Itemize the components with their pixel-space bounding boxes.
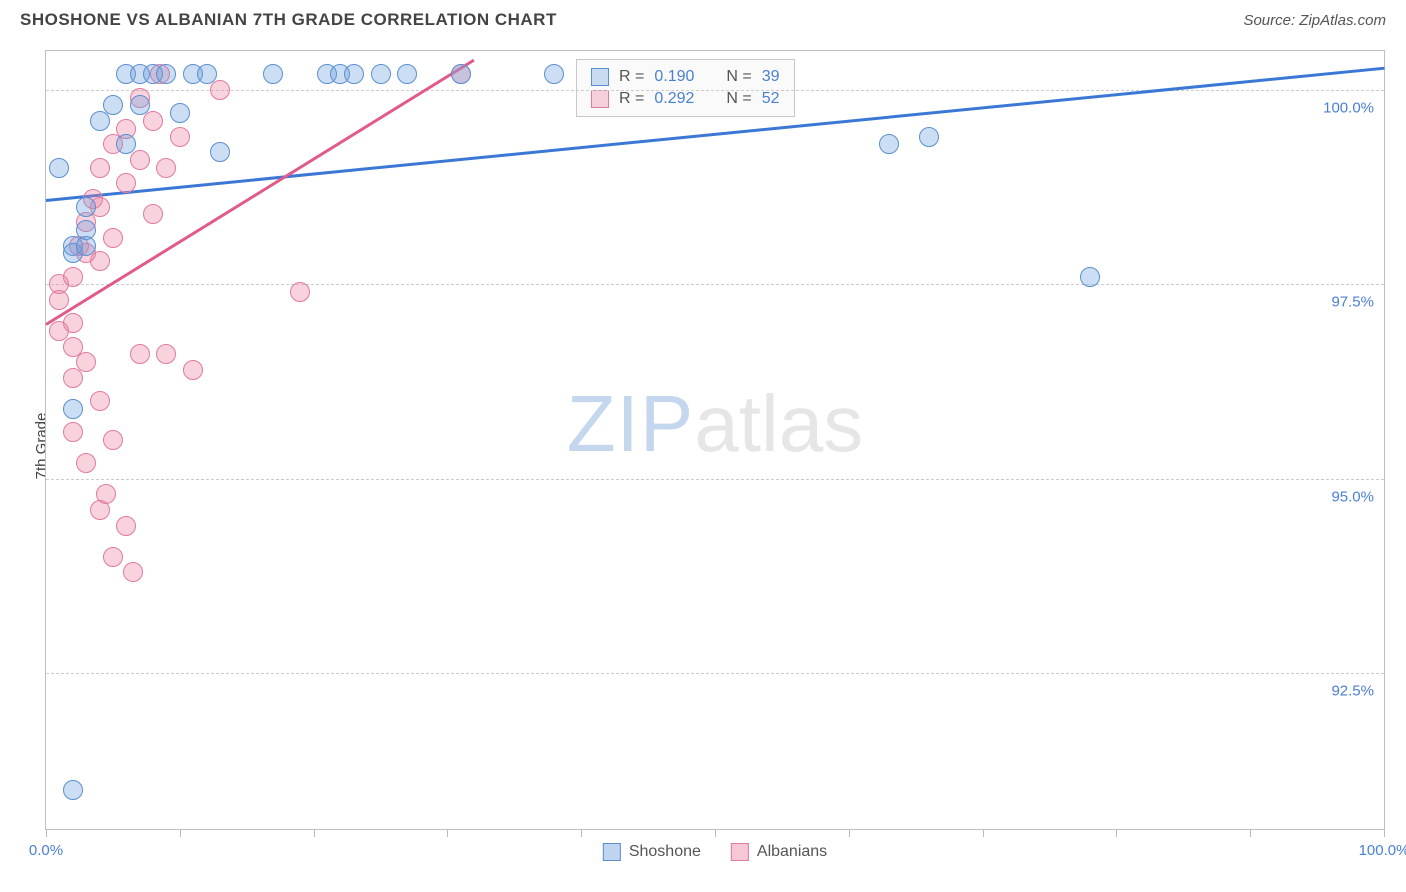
xtick: [983, 829, 984, 837]
ytick-label: 95.0%: [1331, 488, 1374, 505]
gridline: [46, 284, 1384, 285]
gridline: [46, 90, 1384, 91]
source-label: Source: ZipAtlas.com: [1243, 12, 1386, 29]
data-point-albanians: [123, 562, 143, 582]
data-point-shoshone: [130, 95, 150, 115]
legend-swatch-shoshone: [603, 843, 621, 861]
data-point-shoshone: [90, 111, 110, 131]
xtick: [715, 829, 716, 837]
data-point-shoshone: [451, 64, 471, 84]
n-value-albanians: 52: [762, 90, 780, 108]
r-value-shoshone: 0.190: [654, 68, 694, 86]
data-point-albanians: [116, 173, 136, 193]
gridline: [46, 479, 1384, 480]
gridline: [46, 673, 1384, 674]
xtick: [849, 829, 850, 837]
chart-title: SHOSHONE VS ALBANIAN 7TH GRADE CORRELATI…: [20, 10, 557, 30]
data-point-albanians: [63, 368, 83, 388]
data-point-albanians: [103, 228, 123, 248]
data-point-albanians: [63, 422, 83, 442]
data-point-albanians: [103, 547, 123, 567]
data-point-shoshone: [116, 134, 136, 154]
data-point-albanians: [143, 204, 163, 224]
data-point-albanians: [49, 290, 69, 310]
data-point-albanians: [116, 516, 136, 536]
n-label: N =: [726, 68, 751, 86]
watermark-part2: atlas: [694, 379, 863, 468]
legend-label-albanians: Albanians: [757, 843, 827, 861]
data-point-shoshone: [63, 780, 83, 800]
data-point-albanians: [143, 111, 163, 131]
data-point-shoshone: [397, 64, 417, 84]
data-point-shoshone: [156, 64, 176, 84]
data-point-albanians: [90, 391, 110, 411]
ytick-label: 97.5%: [1331, 294, 1374, 311]
stats-row-albanians: R = 0.292 N = 52: [591, 88, 780, 110]
data-point-shoshone: [197, 64, 217, 84]
data-point-shoshone: [344, 64, 364, 84]
bottom-legend: Shoshone Albanians: [603, 843, 827, 861]
stats-row-shoshone: R = 0.190 N = 39: [591, 66, 780, 88]
data-point-shoshone: [63, 399, 83, 419]
data-point-shoshone: [49, 158, 69, 178]
ytick-label: 92.5%: [1331, 683, 1374, 700]
xtick: [46, 829, 47, 837]
xtick: [447, 829, 448, 837]
xtick: [1384, 829, 1385, 837]
xtick-label-min: 0.0%: [29, 842, 63, 859]
data-point-shoshone: [1080, 267, 1100, 287]
swatch-albanians: [591, 90, 609, 108]
xtick: [314, 829, 315, 837]
r-value-albanians: 0.292: [654, 90, 694, 108]
legend-item-albanians: Albanians: [731, 843, 827, 861]
n-label: N =: [726, 90, 751, 108]
scatter-chart: ZIPatlas R = 0.190 N = 39 R = 0.292 N = …: [45, 50, 1385, 830]
data-point-albanians: [290, 282, 310, 302]
r-label: R =: [619, 90, 644, 108]
data-point-albanians: [156, 158, 176, 178]
xtick: [1116, 829, 1117, 837]
stats-legend-box: R = 0.190 N = 39 R = 0.292 N = 52: [576, 59, 795, 117]
legend-item-shoshone: Shoshone: [603, 843, 701, 861]
data-point-albanians: [103, 430, 123, 450]
data-point-albanians: [76, 453, 96, 473]
data-point-albanians: [130, 344, 150, 364]
r-label: R =: [619, 68, 644, 86]
data-point-shoshone: [170, 103, 190, 123]
ytick-label: 100.0%: [1323, 99, 1374, 116]
data-point-shoshone: [879, 134, 899, 154]
data-point-shoshone: [76, 236, 96, 256]
watermark-part1: ZIP: [567, 379, 694, 468]
data-point-shoshone: [544, 64, 564, 84]
data-point-albanians: [170, 127, 190, 147]
data-point-shoshone: [210, 142, 230, 162]
xtick: [1250, 829, 1251, 837]
data-point-albanians: [76, 352, 96, 372]
xtick: [581, 829, 582, 837]
data-point-shoshone: [76, 197, 96, 217]
data-point-shoshone: [103, 95, 123, 115]
xtick: [180, 829, 181, 837]
swatch-shoshone: [591, 68, 609, 86]
data-point-albanians: [210, 80, 230, 100]
data-point-albanians: [96, 484, 116, 504]
data-point-albanians: [90, 158, 110, 178]
data-point-albanians: [130, 150, 150, 170]
data-point-albanians: [90, 251, 110, 271]
data-point-albanians: [183, 360, 203, 380]
data-point-albanians: [156, 344, 176, 364]
data-point-shoshone: [263, 64, 283, 84]
n-value-shoshone: 39: [762, 68, 780, 86]
legend-swatch-albanians: [731, 843, 749, 861]
data-point-albanians: [63, 267, 83, 287]
watermark: ZIPatlas: [567, 378, 863, 470]
data-point-shoshone: [371, 64, 391, 84]
data-point-albanians: [63, 313, 83, 333]
data-point-shoshone: [919, 127, 939, 147]
xtick-label-max: 100.0%: [1359, 842, 1406, 859]
legend-label-shoshone: Shoshone: [629, 843, 701, 861]
